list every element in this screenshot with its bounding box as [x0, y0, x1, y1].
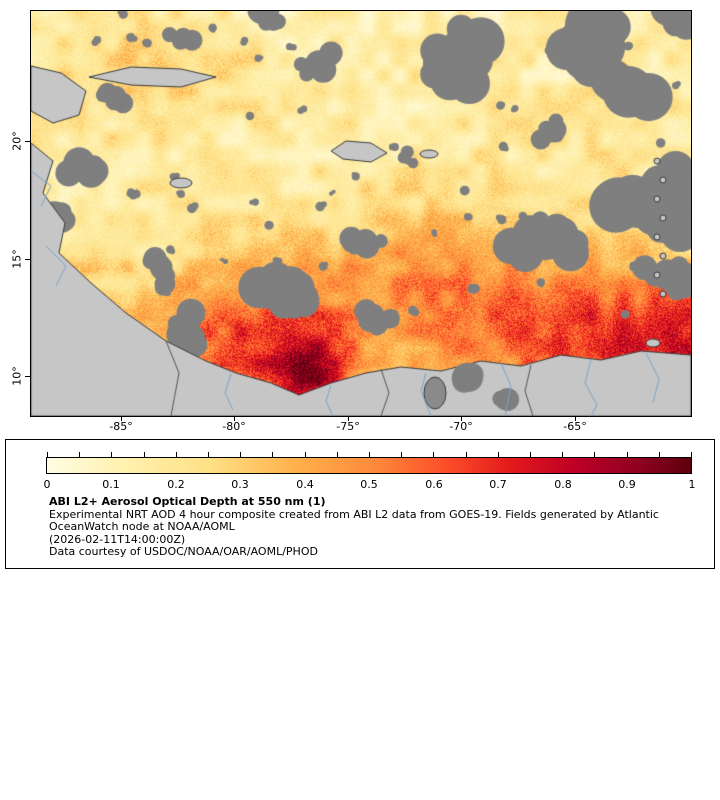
y-axis-tick-mark — [25, 259, 30, 260]
colorbar-tick-mark — [691, 452, 692, 457]
y-axis-tick-mark — [25, 376, 30, 377]
colorbar-tick-mark — [304, 452, 306, 457]
colorbar-tick-label: 0.9 — [618, 478, 636, 491]
colorbar-tick-mark — [369, 452, 370, 457]
legend-description-line2: OceanWatch node at NOAA/AOML — [49, 520, 235, 533]
legend-panel: 0 0.1 0.2 0.3 0.4 0.5 0.6 0.7 0.8 0.9 1 … — [5, 439, 715, 569]
colorbar-tick-mark — [208, 452, 209, 457]
legend-timestamp: (2026-02-11T14:00:00Z) — [49, 532, 186, 546]
x-axis-tick-label-75: -75° — [336, 420, 360, 433]
x-axis-tick-mark — [348, 417, 349, 421]
colorbar-tick-label: 0.1 — [102, 478, 120, 491]
colorbar-tick-label: 0.7 — [489, 478, 507, 491]
colorbar-tick-mark — [47, 452, 48, 457]
map-plot-area — [30, 10, 692, 417]
colorbar-tick-label: 0.4 — [296, 478, 314, 491]
colorbar-tick-mark — [336, 452, 338, 457]
colorbar-tick-mark — [401, 452, 403, 457]
x-axis-tick-label-80: -80° — [222, 420, 246, 433]
x-axis-tick-mark — [461, 417, 462, 421]
colorbar-tick-label: 0.3 — [231, 478, 249, 491]
y-axis-tick-label-15: 15° — [10, 249, 24, 269]
colorbar-tick-mark — [562, 452, 564, 457]
colorbar-tick-mark — [626, 452, 628, 457]
colorbar-tick-mark — [497, 452, 499, 457]
colorbar-tick-mark — [433, 452, 435, 457]
legend-courtesy: Data courtesy of USDOC/NOAA/OAR/AOML/PHO… — [49, 545, 318, 558]
colorbar-tick-mark — [530, 452, 531, 457]
y-axis-tick-label-10: 10° — [10, 366, 24, 386]
colorbar-tick-mark — [594, 452, 596, 457]
x-axis-tick-mark — [234, 417, 235, 421]
colorbar-tick-label: 0.8 — [554, 478, 572, 491]
y-axis-tick-label-20: 20° — [10, 131, 24, 151]
colorbar-tick-label: 1 — [688, 478, 696, 491]
legend-text-block: ABI L2+ Aerosol Optical Depth at 550 nm … — [49, 495, 659, 559]
colorbar-tick-mark — [143, 452, 145, 457]
colorbar-tick-label: 0.5 — [360, 478, 378, 491]
colorbar-tick-mark — [175, 452, 177, 457]
colorbar-tick-mark — [240, 452, 242, 457]
colorbar-tick-mark — [111, 452, 113, 457]
colorbar-tick-label: 0.6 — [425, 478, 443, 491]
colorbar-tick-label: 0 — [43, 478, 51, 491]
x-axis-tick-label-70: -70° — [449, 420, 473, 433]
aod-map-canvas — [31, 11, 691, 416]
x-axis-tick-mark — [121, 417, 122, 421]
colorbar-tick-mark — [79, 452, 81, 457]
x-axis-tick-label-65: -65° — [563, 420, 587, 433]
colorbar — [46, 452, 692, 474]
x-axis-tick-mark — [575, 417, 576, 421]
x-axis-tick-label-85: -85° — [109, 420, 133, 433]
colorbar-tick-label: 0.2 — [167, 478, 185, 491]
colorbar-tick-mark — [658, 452, 660, 457]
colorbar-tick-mark — [465, 452, 467, 457]
legend-title: ABI L2+ Aerosol Optical Depth at 550 nm … — [49, 495, 326, 508]
colorbar-tick-mark — [272, 452, 274, 457]
y-axis-tick-mark — [25, 141, 30, 142]
legend-description-line1: Experimental NRT AOD 4 hour composite cr… — [49, 507, 659, 521]
